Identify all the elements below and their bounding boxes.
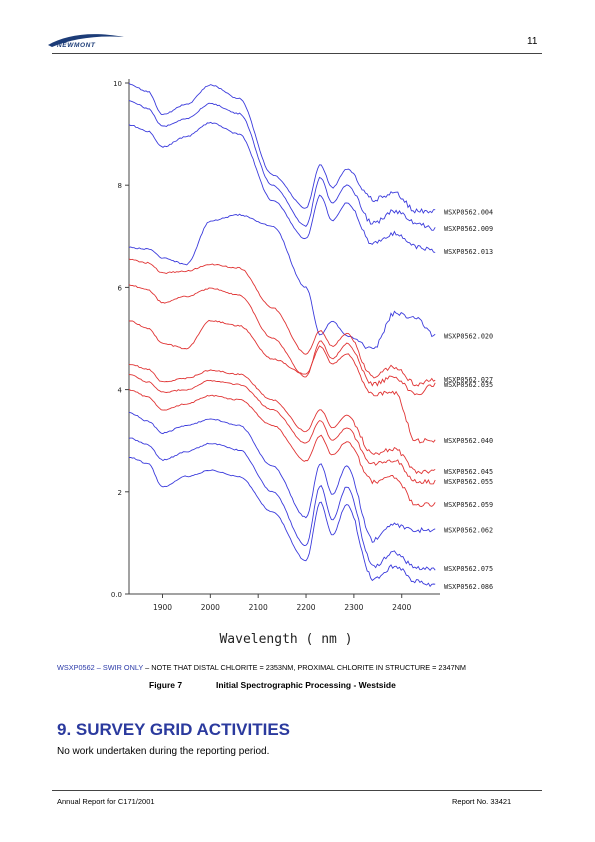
series-label: WSXP0562.027 <box>444 376 493 384</box>
figure-caption: Figure 7 Initial Spectrographic Processin… <box>149 680 396 690</box>
series-line <box>128 374 436 485</box>
y-tick-label: 4 <box>118 387 123 395</box>
figure-note-text: – NOTE THAT DISTAL CHLORITE = 2353NM, PR… <box>143 663 467 672</box>
chart-series <box>128 83 436 588</box>
spectra-chart-svg: 1900 2000 2100 2200 2300 2400 0.0 2 4 6 8 10 WSXP05… <box>111 79 493 647</box>
section-heading: 9. SURVEY GRID ACTIVITIES <box>57 720 291 739</box>
figure-note: WSXP0562 – SWIR ONLY – NOTE THAT DISTAL … <box>57 663 466 672</box>
series-label: WSXP0562.013 <box>444 248 493 256</box>
series-line <box>128 284 436 396</box>
x-tick-label: 2400 <box>392 603 411 612</box>
x-tick-label: 2300 <box>344 603 363 612</box>
series-label: WSXP0562.075 <box>444 565 493 573</box>
figure-note-sample: WSXP0562 – SWIR ONLY <box>57 663 144 672</box>
logo-text: NEWMONT <box>57 42 96 49</box>
y-tick-label: 10 <box>113 80 122 88</box>
series-label: WSXP0562.062 <box>444 527 493 535</box>
series-line <box>128 83 436 214</box>
x-axis-label: Wavelength ( nm ) <box>219 632 352 647</box>
x-tick-label: 2200 <box>296 603 315 612</box>
series-line <box>128 121 436 253</box>
x-tick-label: 2100 <box>249 603 268 612</box>
y-tick-label: 8 <box>118 182 122 190</box>
footer-rule <box>52 790 542 791</box>
figure-label: Figure 7 <box>149 680 183 690</box>
series-line <box>128 258 436 387</box>
series-line <box>128 456 436 588</box>
series-label: WSXP0562.059 <box>444 501 493 509</box>
series-label: WSXP0562.009 <box>444 225 493 233</box>
chart-series-labels: WSXP0562.004 WSXP0562.009 WSXP0562.013 WSXP… <box>444 208 493 591</box>
series-line <box>128 411 436 543</box>
series-line <box>128 363 436 475</box>
series-label: WSXP0562.035 <box>444 381 493 389</box>
series-line <box>128 319 436 444</box>
series-label: WSXP0562.040 <box>444 437 493 445</box>
footer-report-number: Report No. 33421 <box>452 797 512 806</box>
series-line <box>128 100 436 231</box>
series-label: WSXP0562.004 <box>444 208 493 216</box>
x-tick-label: 2000 <box>201 603 220 612</box>
series-line <box>128 437 436 572</box>
chart-axes: 1900 2000 2100 2200 2300 2400 0.0 2 4 6 8 10 <box>111 79 440 612</box>
series-label: WSXP0562.045 <box>444 468 493 476</box>
series-line <box>128 213 436 349</box>
series-line <box>128 388 436 507</box>
figure-title: Initial Spectrographic Processing - West… <box>216 680 396 690</box>
newmont-logo <box>48 34 124 47</box>
y-tick-label: 6 <box>118 284 123 292</box>
spectra-chart: 1900 2000 2100 2200 2300 2400 0.0 2 4 6 8 10 WSXP05… <box>100 70 500 650</box>
series-label: WSXP0562.086 <box>444 583 493 591</box>
page-number: 11 <box>527 36 538 47</box>
series-label: WSXP0562.020 <box>444 332 493 340</box>
footer-report-title: Annual Report for C171/2001 <box>57 797 155 806</box>
y-tick-label: 2 <box>118 489 122 497</box>
series-label: WSXP0562.055 <box>444 478 493 486</box>
x-tick-label: 1900 <box>153 603 172 612</box>
header-rule <box>52 53 542 54</box>
y-tick-label: 0.0 <box>111 591 122 599</box>
section-body: No work undertaken during the reporting … <box>57 746 270 757</box>
